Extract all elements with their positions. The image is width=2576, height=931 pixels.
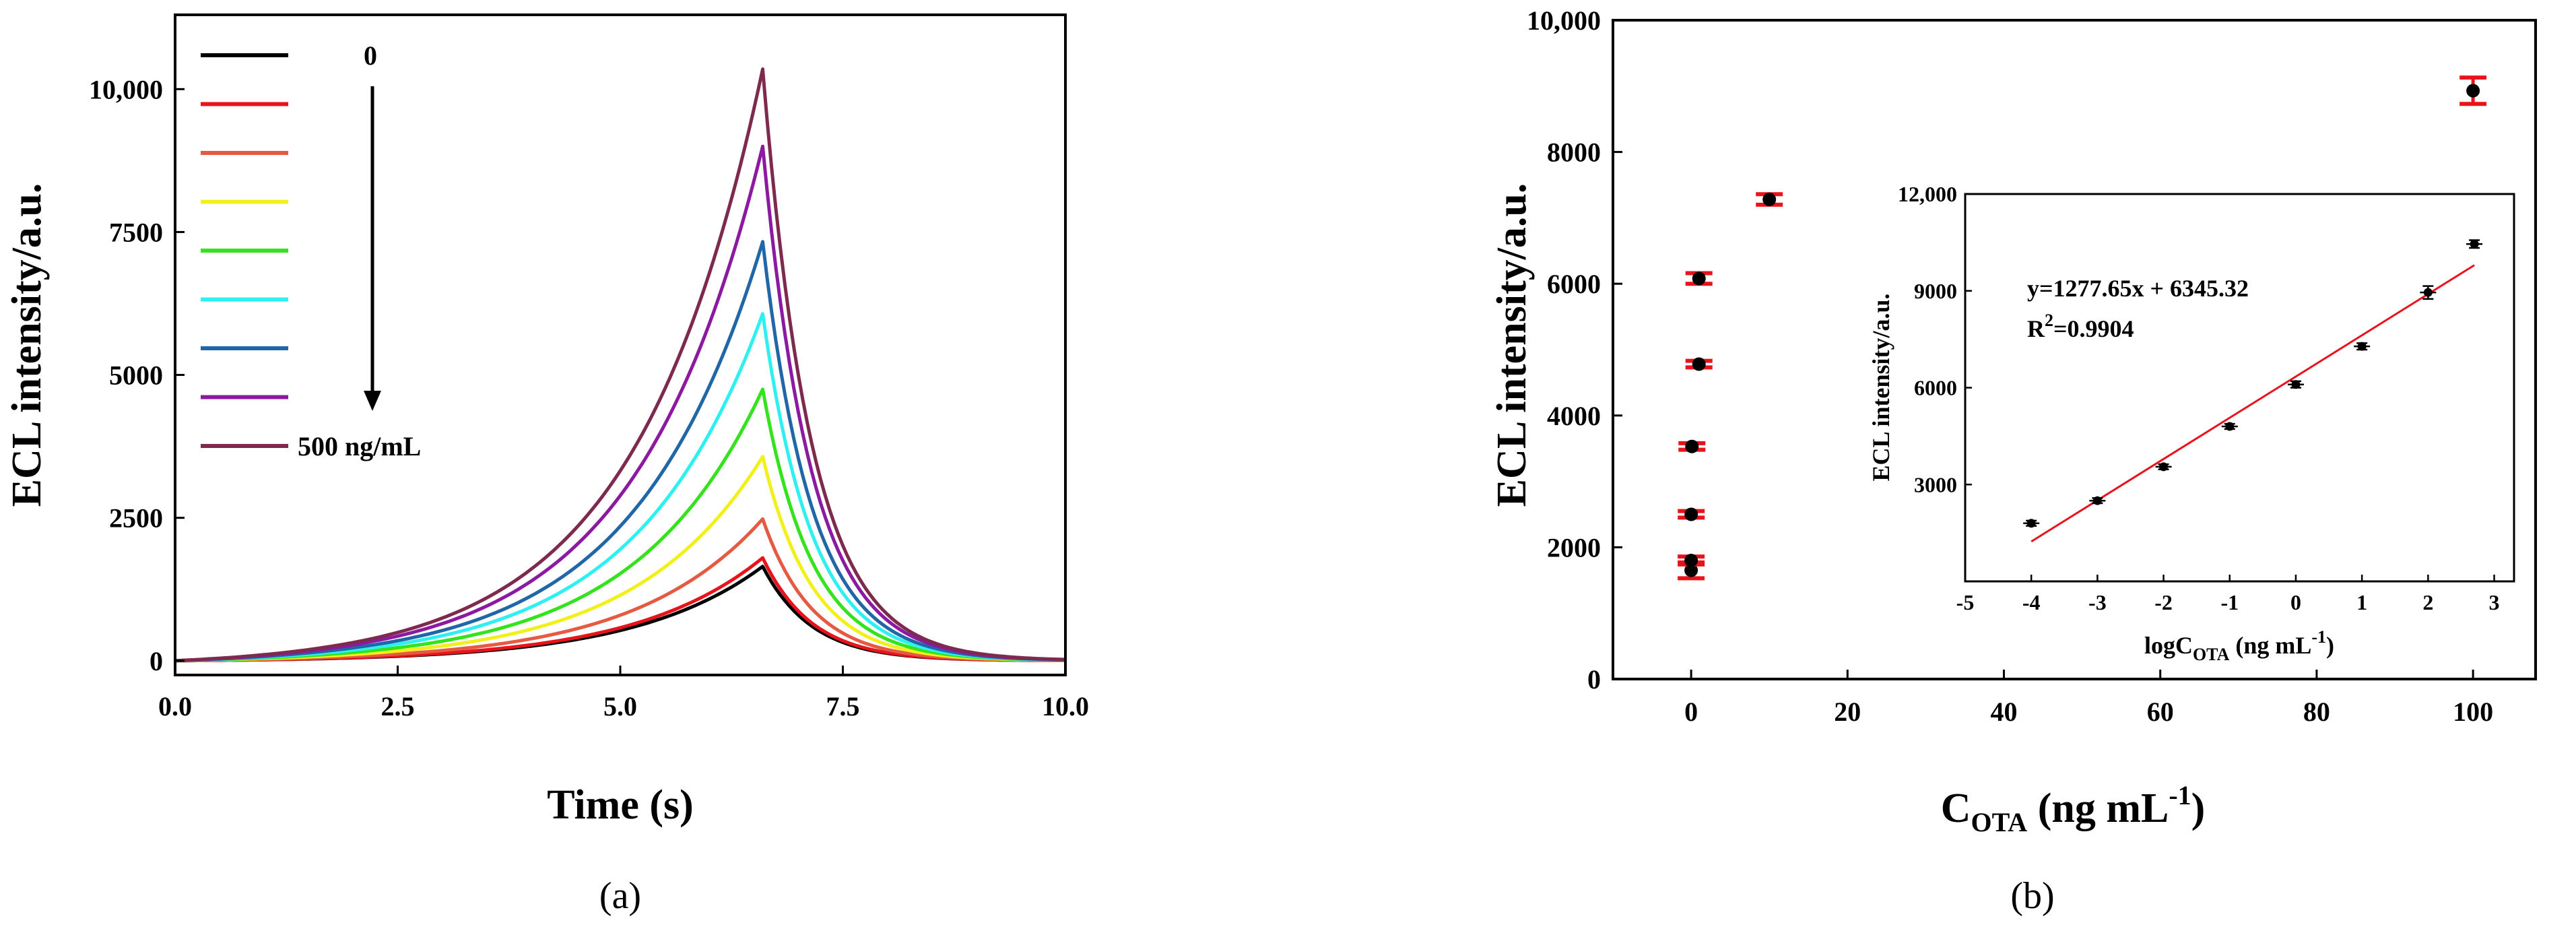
panel-b-y-tick-label: 2000 bbox=[1547, 532, 1601, 563]
inset-point-2 bbox=[2155, 462, 2172, 472]
inset-point-0 bbox=[2023, 519, 2040, 528]
ecl-curve-2 bbox=[174, 517, 1066, 663]
panel-b-point-4 bbox=[1685, 357, 1713, 371]
panel-b-point-7 bbox=[2459, 75, 2487, 106]
inset-y-tick-label: 9000 bbox=[1914, 279, 1957, 303]
panel-b-label: (b) bbox=[2010, 875, 2054, 917]
panel-a-y-tick-label: 2500 bbox=[109, 503, 163, 534]
inset-y-tick-label: 12,000 bbox=[1898, 182, 1957, 206]
inset-point-3 bbox=[2221, 422, 2238, 431]
inset-y-tick-label: 6000 bbox=[1914, 376, 1957, 400]
legend-label-8: 500 ng/mL bbox=[298, 431, 421, 461]
inset-x-tick-label: -2 bbox=[2154, 590, 2173, 614]
fit-equation: y=1277.65x + 6345.32 bbox=[2027, 275, 2249, 302]
inset-x-tick-label: 2 bbox=[2422, 590, 2433, 614]
panel-b-y-tick-label: 10,000 bbox=[1527, 5, 1601, 36]
inset-x-axis-title: logCOTA (ng mL-1) bbox=[2144, 627, 2334, 664]
inset-point-5 bbox=[2354, 342, 2371, 351]
panel-a-ticks: 0.0 2.5 5.0 7.5 10.0 0 2500 5000 7500 10,000 bbox=[89, 74, 1089, 721]
panel-b-points bbox=[1678, 75, 2487, 581]
panel-b-y-tick-label: 6000 bbox=[1547, 269, 1601, 299]
panel-a-x-tick-label: 7.5 bbox=[826, 691, 860, 721]
inset-x-tick-label: -3 bbox=[2088, 590, 2107, 614]
ecl-curve-5 bbox=[174, 312, 1066, 663]
linear-fit-line bbox=[2030, 264, 2475, 543]
inset-x-tick-label: -1 bbox=[2220, 590, 2239, 614]
panel-b-point-5 bbox=[1685, 271, 1713, 286]
panel-a-y-tick-label: 10,000 bbox=[89, 74, 163, 104]
ecl-curve-4 bbox=[174, 387, 1066, 663]
panel-a-axes-frame bbox=[174, 13, 1067, 676]
panel-b-y-tick-label: 0 bbox=[1587, 664, 1601, 695]
inset-x-tick-label: -5 bbox=[1956, 590, 1975, 614]
panel-a-y-axis-title: ECL intensity/a.u. bbox=[4, 183, 50, 507]
inset-ticks: -5 -4 -3 -2 -1 0 1 2 3 3000 6000 9000 12,000 bbox=[1898, 182, 2500, 614]
panel-a-x-tick-label: 10.0 bbox=[1042, 691, 1089, 721]
panel-a-x-tick-label: 5.0 bbox=[603, 691, 637, 721]
panel-b-x-axis-title: COTA (ng mL-1) bbox=[1941, 780, 2206, 837]
panel-b-x-tick-label: 0 bbox=[1684, 697, 1698, 727]
panel-a-y-tick-label: 0 bbox=[150, 646, 163, 676]
ecl-curve-6 bbox=[174, 240, 1066, 663]
inset-x-tick-label: 3 bbox=[2489, 590, 2500, 614]
inset-y-axis-title: ECL intensity/a.u. bbox=[1868, 293, 1894, 481]
concentration-arrow bbox=[364, 86, 381, 411]
panel-b-point-1 bbox=[1678, 553, 1705, 567]
inset-y-tick-label: 3000 bbox=[1914, 472, 1957, 496]
legend-label-0: 0 bbox=[364, 40, 377, 71]
ecl-curve-8 bbox=[174, 67, 1066, 663]
inset-fit-line bbox=[2030, 264, 2475, 543]
panel-a-chart: 0.0 2.5 5.0 7.5 10.0 0 2500 5000 7500 10,000 0 500… bbox=[4, 13, 1089, 917]
panel-b-x-tick-label: 40 bbox=[1991, 697, 2018, 727]
inset-points bbox=[2023, 239, 2483, 528]
inset-point-4 bbox=[2287, 380, 2304, 389]
panel-b-x-tick-label: 20 bbox=[1834, 697, 1861, 727]
ecl-curve-7 bbox=[174, 144, 1066, 663]
panel-b-point-2 bbox=[1678, 507, 1705, 521]
panel-b-point-3 bbox=[1678, 439, 1706, 453]
r-squared: R2=0.9904 bbox=[2027, 311, 2134, 342]
panel-a-label: (a) bbox=[599, 875, 641, 917]
panel-b-x-tick-label: 60 bbox=[2147, 697, 2174, 727]
panel-a-x-tick-label: 2.5 bbox=[381, 691, 415, 721]
inset-point-7 bbox=[2466, 239, 2483, 249]
inset-point-1 bbox=[2089, 496, 2106, 505]
panel-a-x-tick-label: 0.0 bbox=[158, 691, 192, 721]
panel-b-x-tick-label: 80 bbox=[2303, 697, 2330, 727]
panel-a-x-axis-title: Time (s) bbox=[547, 782, 694, 828]
panel-b-x-tick-label: 100 bbox=[2453, 697, 2493, 727]
inset-axes-frame bbox=[1964, 193, 2515, 583]
ecl-curves bbox=[174, 67, 1066, 663]
panel-a-legend: 0 500 ng/mL bbox=[201, 40, 421, 461]
panel-a-y-tick-label: 7500 bbox=[109, 217, 163, 247]
panel-b-y-axis-title: ECL intensity/a.u. bbox=[1489, 183, 1535, 507]
inset-x-tick-label: -4 bbox=[2022, 590, 2041, 614]
panel-b-y-tick-label: 8000 bbox=[1547, 137, 1601, 168]
panel-b-y-tick-label: 4000 bbox=[1547, 401, 1601, 431]
inset-point-6 bbox=[2420, 285, 2437, 300]
panel-b-axes-frame bbox=[1612, 19, 2537, 680]
panel-a-y-tick-label: 5000 bbox=[109, 360, 163, 391]
inset-x-tick-label: 0 bbox=[2290, 590, 2301, 614]
inset-chart: -5 -4 -3 -2 -1 0 1 2 3 3000 6000 9000 12,000 y=1277.… bbox=[1868, 182, 2515, 664]
panel-b-point-6 bbox=[1756, 192, 1783, 207]
inset-x-tick-label: 1 bbox=[2356, 590, 2367, 614]
